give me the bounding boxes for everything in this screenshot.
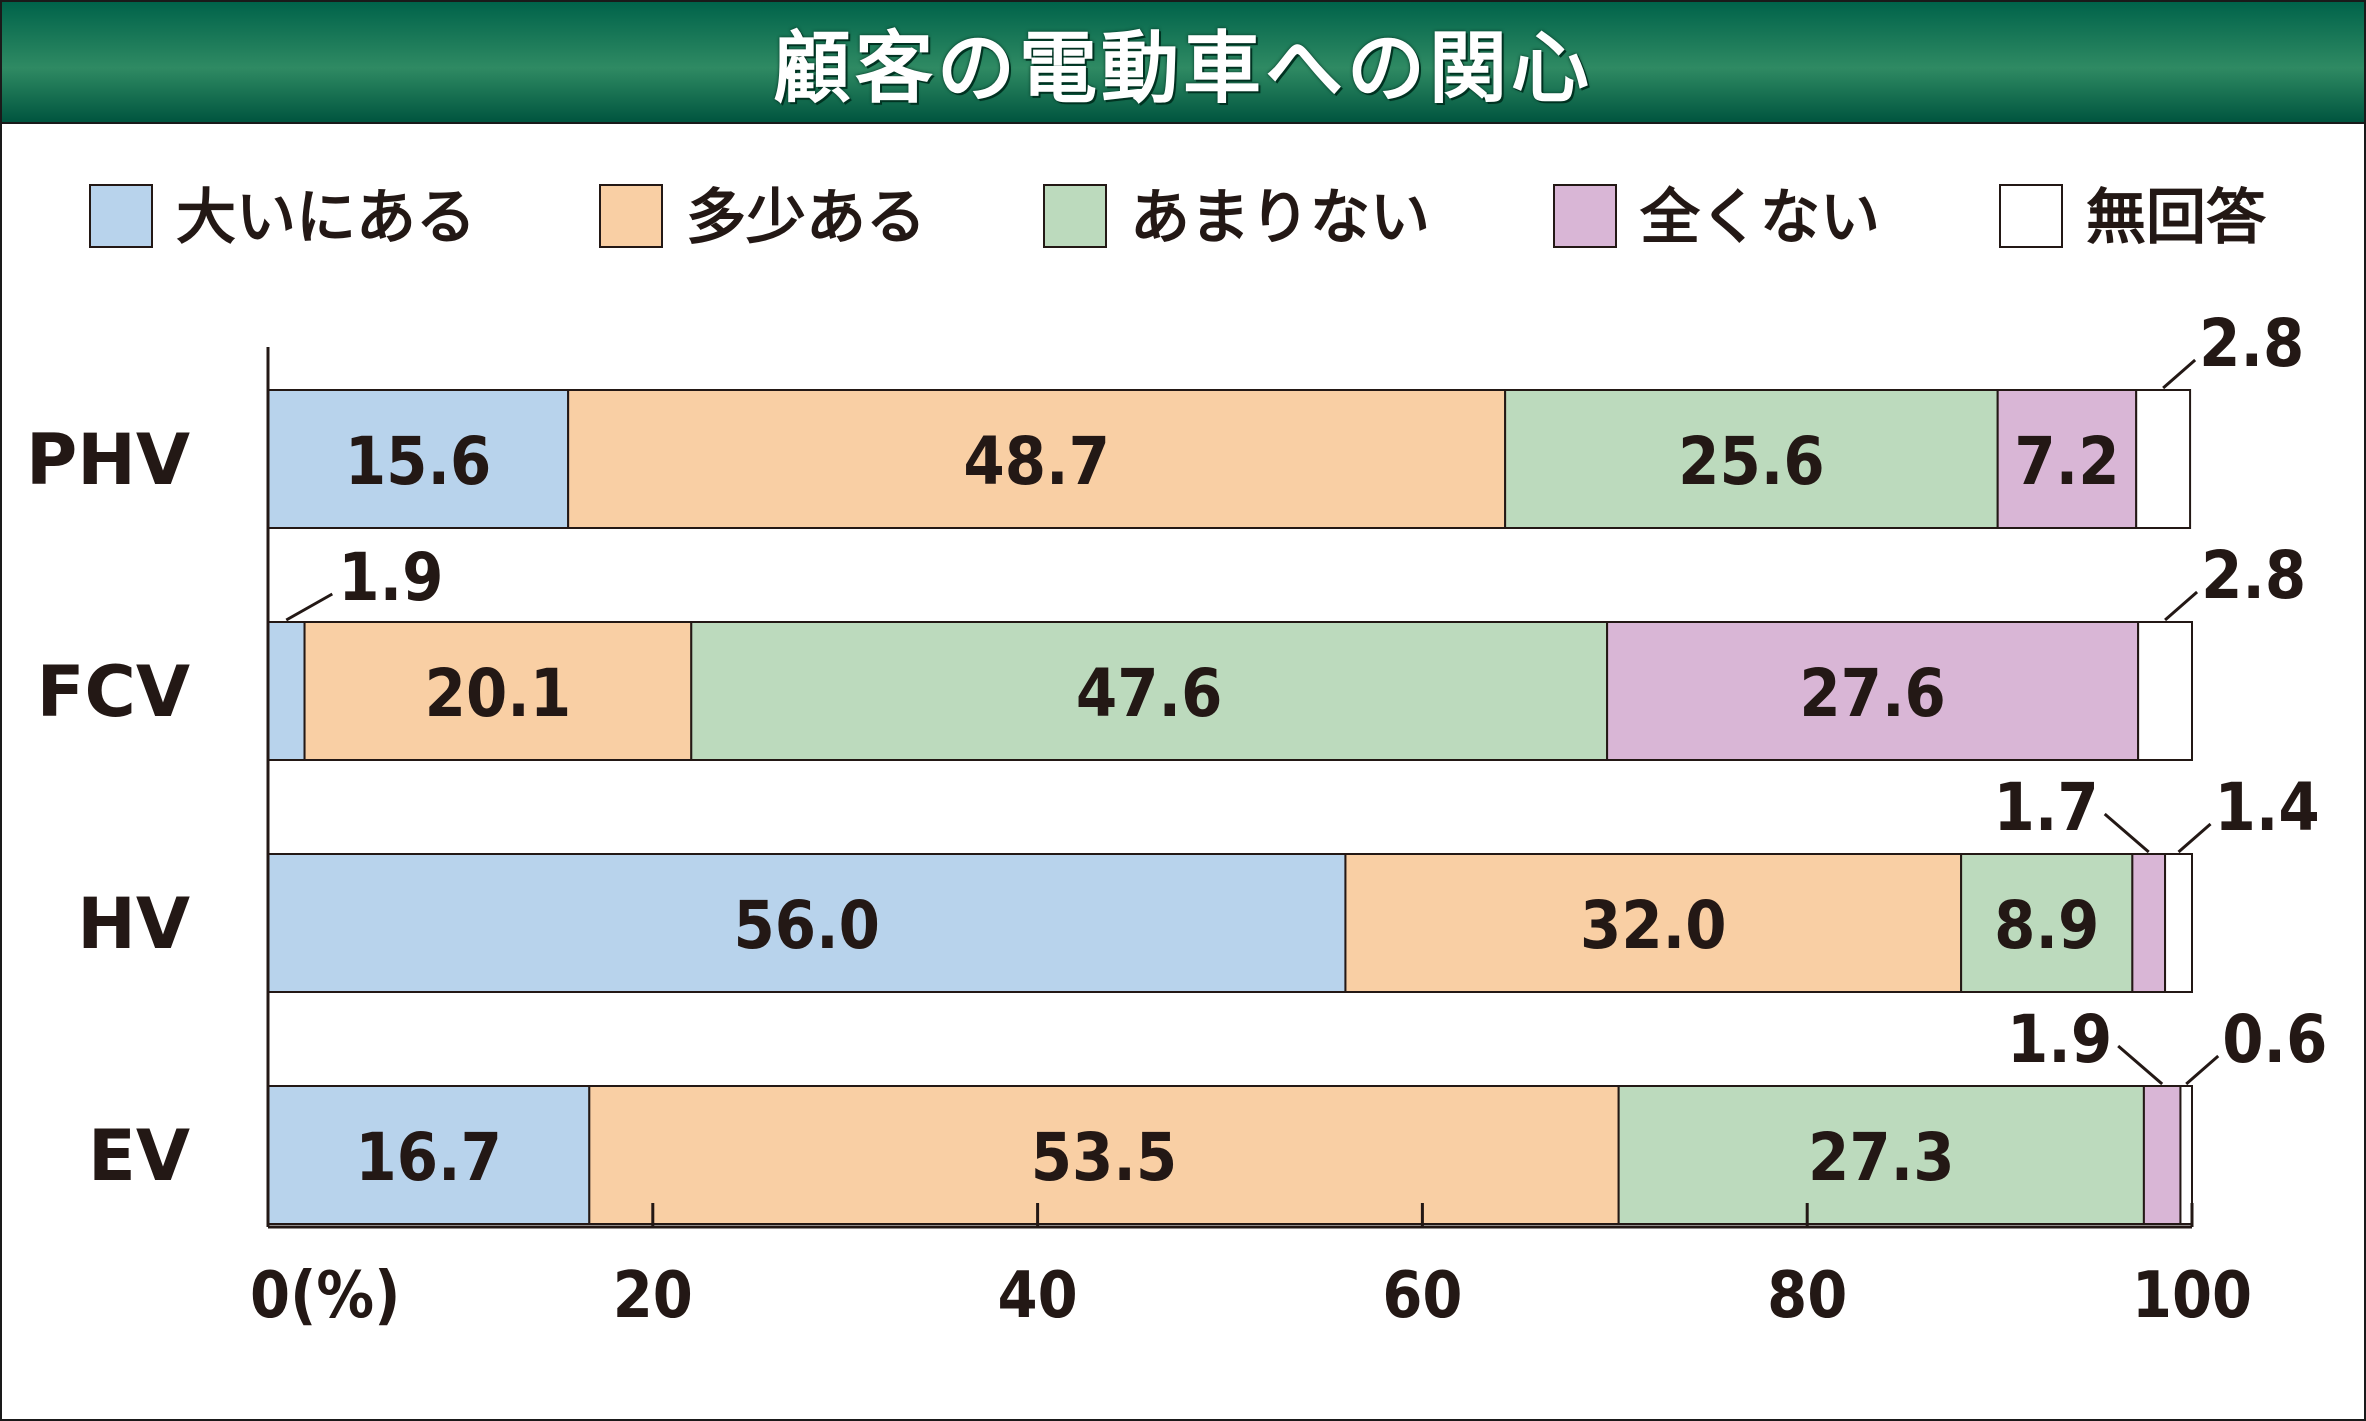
- legend-label: 全くない: [1639, 183, 1880, 253]
- bar-segment: [1960, 853, 2134, 993]
- bar-segment: [2179, 1085, 2194, 1225]
- bar-segment: [267, 1085, 591, 1225]
- legend-swatch: [89, 184, 153, 248]
- data-label: 20.1: [425, 655, 572, 732]
- category-label: HV: [77, 883, 190, 965]
- bar-segment: [267, 389, 570, 529]
- data-label: 2.8: [2201, 537, 2306, 614]
- data-label: 1.9: [338, 539, 443, 616]
- legend-label: 多少ある: [686, 183, 926, 253]
- bar-segment: [1504, 389, 1999, 529]
- legend-label: 大いにある: [176, 183, 476, 253]
- category-label: PHV: [26, 419, 190, 501]
- bar-segment: [303, 621, 693, 761]
- bar-row-phv: PHV 15.6 48.7 25.6 7.2 2.8: [26, 305, 2304, 529]
- data-label: 0.6: [2222, 1001, 2327, 1078]
- title-bar: 顧客の電動車への関心: [2, 2, 2364, 124]
- legend-label: あまりない: [1130, 183, 1430, 253]
- chart-title: 顧客の電動車への関心: [772, 24, 1593, 114]
- legend-item: 無回答: [1999, 183, 2267, 253]
- data-label: 56.0: [733, 887, 880, 964]
- bar-segment: [588, 1085, 1620, 1225]
- legend-item: あまりない: [1043, 183, 1430, 253]
- legend-swatch: [1999, 184, 2063, 248]
- data-label: 32.0: [1580, 887, 1727, 964]
- x-tick-label: 0(%): [250, 1259, 400, 1333]
- leader-line: [285, 592, 334, 622]
- leader-line: [2177, 822, 2212, 854]
- legend-swatch: [1043, 184, 1107, 248]
- legend-swatch: [1553, 184, 1617, 248]
- bar-segment: [1606, 621, 2140, 761]
- data-label: 27.3: [1808, 1119, 1955, 1196]
- data-label: 16.7: [355, 1119, 502, 1196]
- leader-line: [2185, 1054, 2220, 1086]
- data-label: 47.6: [1076, 655, 1223, 732]
- bar-row-ev: EV 16.7 53.5 27.3 1.9 0.6: [88, 1001, 2327, 1225]
- bar-segment: [690, 621, 1609, 761]
- category-label: EV: [88, 1115, 190, 1197]
- bar-row-fcv: FCV 1.9 20.1 47.6 27.6 2.8: [37, 537, 2306, 761]
- legend-item: 大いにある: [89, 183, 476, 253]
- data-label: 48.7: [963, 423, 1110, 500]
- bar-segment: [1617, 1085, 2145, 1225]
- bar-row-hv: HV 56.0 32.0 8.9 1.7 1.4: [77, 769, 2320, 993]
- x-tick-label: 60: [1382, 1259, 1462, 1333]
- bar-segment: [267, 853, 1347, 993]
- data-label: 1.7: [1994, 769, 2099, 846]
- x-tick-label: 40: [998, 1259, 1078, 1333]
- data-label: 8.9: [1994, 887, 2099, 964]
- legend-label: 無回答: [2086, 183, 2267, 253]
- data-label: 1.9: [2007, 1001, 2112, 1078]
- bar-segment: [2137, 621, 2193, 761]
- bar-segment: [2142, 1085, 2182, 1225]
- legend-item: 多少ある: [599, 183, 926, 253]
- data-label: 15.6: [345, 423, 492, 500]
- leader-line: [2164, 590, 2199, 622]
- x-tick-label: 20: [613, 1259, 693, 1333]
- x-axis: 0(%) 20 40 60 80 100: [250, 347, 2252, 1333]
- legend-item: 全くない: [1553, 183, 1880, 253]
- x-tick-label: 100: [2132, 1259, 2252, 1333]
- bars-group: PHV 15.6 48.7 25.6 7.2 2.8 FCV 1.9 20.1 47.6 27.6 2…: [26, 305, 2327, 1225]
- bar-segment: [2131, 853, 2167, 993]
- leader-line: [2162, 358, 2197, 390]
- x-tick-label: 80: [1767, 1259, 1847, 1333]
- bar-segment: [1344, 853, 1963, 993]
- data-label: 25.6: [1678, 423, 1825, 500]
- data-label: 2.8: [2199, 305, 2304, 382]
- bar-segment: [267, 621, 306, 761]
- category-label: FCV: [37, 651, 190, 733]
- data-label: 1.4: [2215, 769, 2320, 846]
- leader-line: [2103, 812, 2150, 854]
- legend: 大いにある 多少ある あまりない 全くない 無回答: [89, 183, 2267, 253]
- legend-swatch: [599, 184, 663, 248]
- leader-line: [2117, 1044, 2164, 1086]
- data-label: 27.6: [1799, 655, 1946, 732]
- data-label: 53.5: [1031, 1119, 1178, 1196]
- data-label: 7.2: [2014, 423, 2119, 500]
- bar-segment: [567, 389, 1507, 529]
- bar-segment: [2164, 853, 2193, 993]
- bar-segment: [2135, 389, 2192, 529]
